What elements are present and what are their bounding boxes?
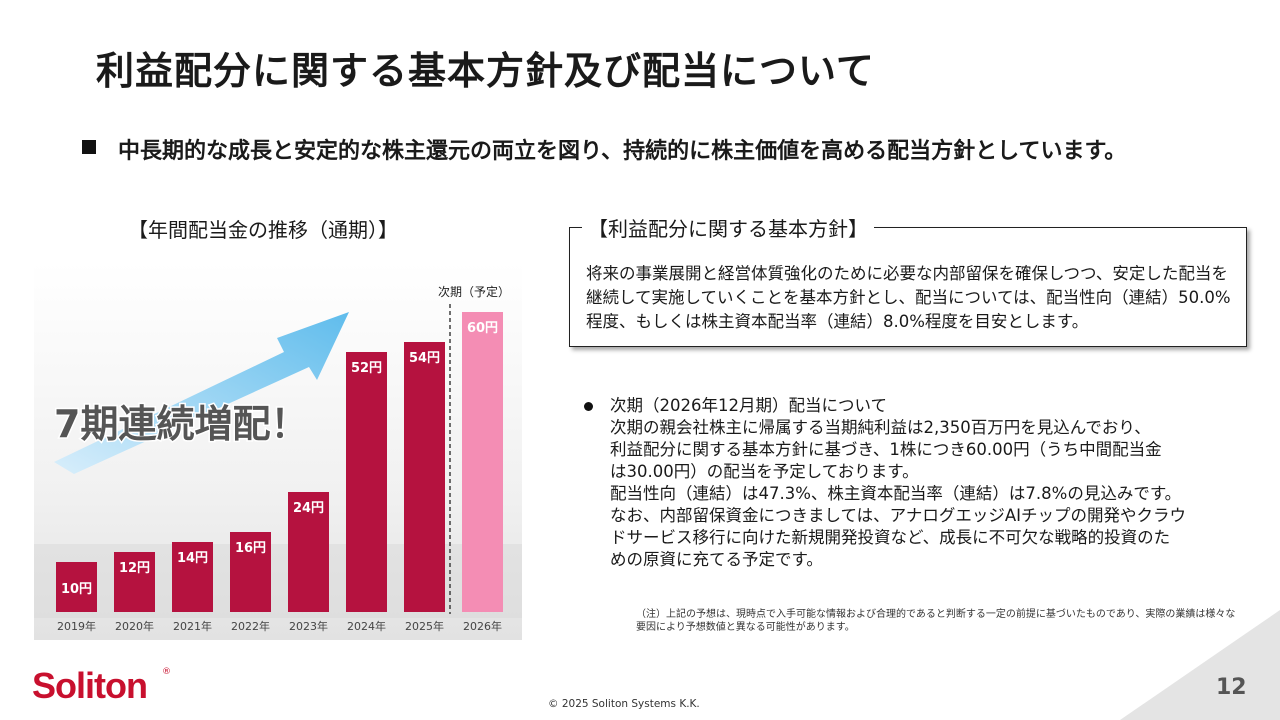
forecast-line: 配当性向（連結）は47.3%、株主資本配当率（連結）は7.8%の見込みです。 bbox=[610, 484, 1182, 503]
bar-value-label: 24円 bbox=[293, 501, 324, 516]
disclaimer-note: （注）上記の予想は、現時点で入手可能な情報および合理的であると判断する一定の前提… bbox=[636, 609, 1236, 633]
bar-2020年 bbox=[114, 552, 155, 612]
x-tick-label: 2023年 bbox=[289, 619, 328, 633]
bar-2024年 bbox=[346, 352, 387, 612]
slide-title: 利益配分に関する基本方針及び配当について bbox=[96, 49, 875, 93]
forecast-line: ドサービス移行に向けた新規開発投資など、成長に不可欠な戦略的投資のた bbox=[610, 528, 1171, 547]
bar-value-label: 54円 bbox=[409, 351, 440, 366]
growth-arrow-icon bbox=[54, 312, 349, 474]
x-tick-label: 2019年 bbox=[57, 619, 96, 633]
bar-value-label: 60円 bbox=[467, 321, 498, 336]
circle-bullet-icon bbox=[584, 402, 593, 411]
next-period-label: 次期（予定） bbox=[438, 284, 510, 299]
bar-2025年 bbox=[404, 342, 445, 612]
forecast-line: は30.00円）の配当を予定しております。 bbox=[610, 462, 919, 481]
bar-value-label: 16円 bbox=[235, 541, 266, 556]
bar-value-label: 14円 bbox=[177, 551, 208, 566]
registered-mark: ® bbox=[162, 667, 171, 677]
bar-value-label: 52円 bbox=[351, 361, 382, 376]
x-tick-label: 2021年 bbox=[173, 619, 212, 633]
consecutive-increase-banner: 7期連続増配！ bbox=[54, 402, 308, 446]
bar-value-label: 12円 bbox=[119, 561, 150, 576]
dividend-chart: 10円 2019年 12円 2020年 14円 2021年 16円 2022年 24円 2023年… bbox=[34, 262, 522, 640]
forecast-text: 次期（2026年12月期）配当について 次期の親会社株主に帰属する当期純利益は2… bbox=[610, 395, 1240, 571]
chart-floor bbox=[34, 544, 522, 618]
forecast-line: なお、内部留保資金につきましては、アナログエッジAIチップの開発やクラウ bbox=[610, 506, 1186, 525]
x-tick-label: 2026年 bbox=[463, 619, 502, 633]
chart-svg: 10円 2019年 12円 2020年 14円 2021年 16円 2022年 24円 2023年… bbox=[34, 262, 522, 640]
x-tick-label: 2020年 bbox=[115, 619, 154, 633]
forecast-line: めの原資に充てる予定です。 bbox=[610, 550, 823, 569]
copyright: © 2025 Soliton Systems K.K. bbox=[548, 698, 700, 710]
bar-2026年 bbox=[462, 312, 503, 612]
chart-heading: 【年間配当金の推移（通期）】 bbox=[128, 218, 398, 242]
lead-statement: 中長期的な成長と安定的な株主還元の両立を図り、持続的に株主価値を高める配当方針と… bbox=[118, 139, 1127, 164]
forecast-line: 次期の親会社株主に帰属する当期純利益は2,350百万円を見込んでおり、 bbox=[610, 418, 1151, 437]
x-tick-label: 2024年 bbox=[347, 619, 386, 633]
policy-box bbox=[569, 227, 1247, 347]
soliton-logo: Soliton bbox=[32, 665, 148, 706]
corner-decoration bbox=[1120, 610, 1280, 720]
bar-value-label: 10円 bbox=[61, 582, 92, 597]
forecast-line: 利益配分に関する基本方針に基づき、1株につき60.00円（うち中間配当金 bbox=[610, 440, 1162, 459]
x-tick-label: 2022年 bbox=[231, 619, 270, 633]
square-bullet-icon bbox=[82, 140, 96, 154]
bar-2019年 bbox=[56, 562, 97, 612]
page-number: 12 bbox=[1216, 675, 1247, 700]
policy-text: 将来の事業展開と経営体質強化のために必要な内部留保を確保しつつ、安定した配当を継… bbox=[586, 264, 1231, 331]
bar-2022年 bbox=[230, 532, 271, 612]
bar-2021年 bbox=[172, 542, 213, 612]
bar-2023年 bbox=[288, 492, 329, 612]
x-tick-label: 2025年 bbox=[405, 619, 444, 633]
forecast-line: 次期（2026年12月期）配当について bbox=[610, 396, 887, 415]
policy-heading: 【利益配分に関する基本方針】 bbox=[582, 213, 874, 242]
